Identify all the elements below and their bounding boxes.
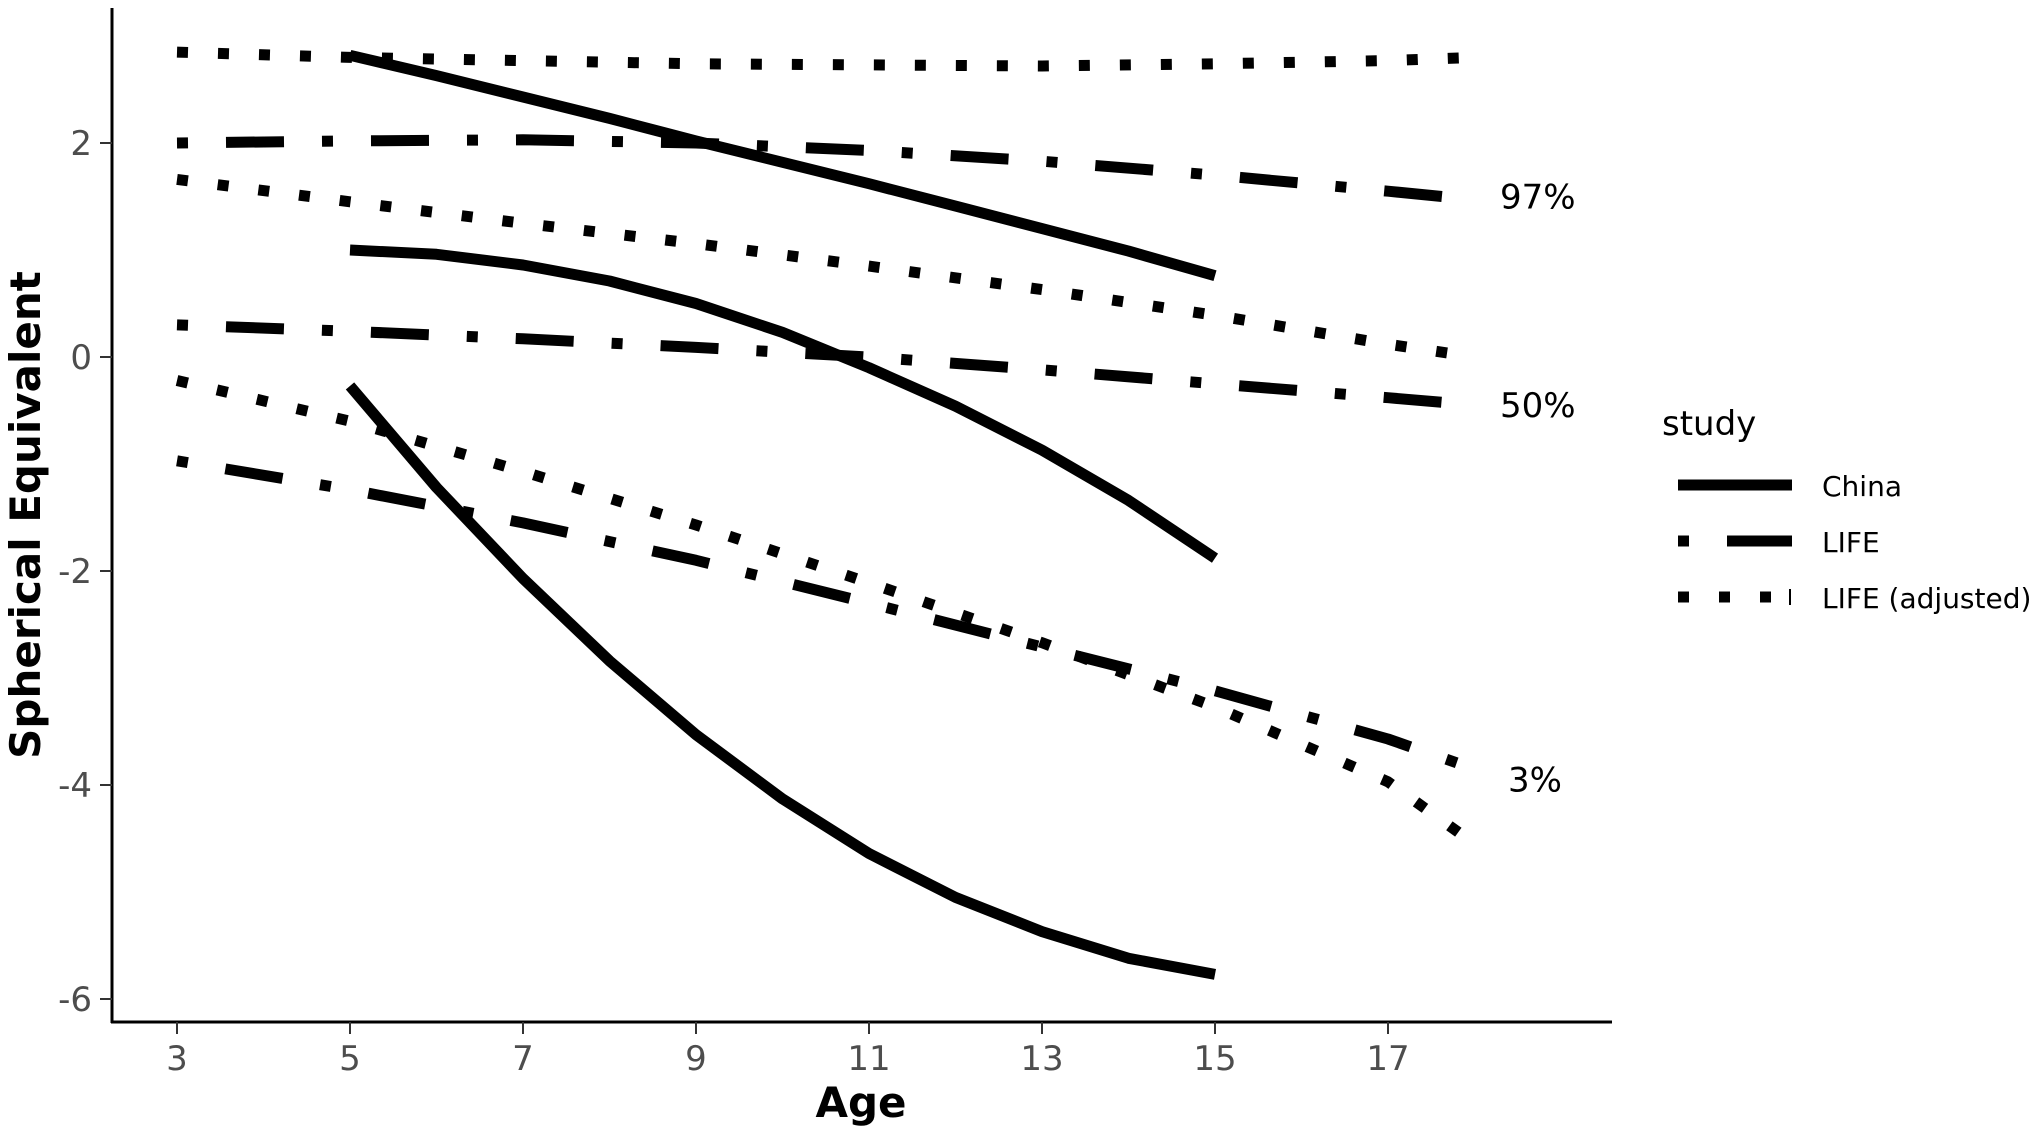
y-axis-title: Spherical Equivalent	[1, 271, 50, 759]
percentile-label-97pct: 97%	[1500, 178, 1576, 218]
y-tick-label: -6	[58, 980, 92, 1020]
legend-label-life-adjusted: LIFE (adjusted)	[1822, 582, 2031, 615]
legend-label-china: China	[1822, 470, 1902, 503]
y-tick-label: -4	[58, 766, 92, 806]
x-tick-label: 3	[166, 1039, 188, 1079]
percentile-label-3pct: 3%	[1508, 761, 1562, 801]
series-line-china-3	[345, 382, 1217, 980]
series-line-life-50	[176, 319, 1475, 411]
series-line-life-adjusted-50	[176, 173, 1476, 363]
x-tick-label: 7	[512, 1039, 534, 1079]
series-line-china-97	[348, 49, 1217, 281]
percentile-label-50pct: 50%	[1500, 386, 1576, 426]
legend-title: study	[1662, 404, 1756, 444]
x-axis-title: Age	[815, 1078, 906, 1127]
y-tick-label: 0	[70, 338, 92, 378]
y-tick-label: -2	[58, 552, 92, 592]
series-line-life-adjusted-3	[175, 375, 1478, 849]
x-tick-label: 5	[339, 1039, 361, 1079]
series-layer	[175, 46, 1478, 980]
x-tick-label: 13	[1020, 1039, 1063, 1079]
series-line-life-97	[176, 134, 1476, 206]
y-tick-label: 2	[70, 124, 92, 164]
legend-item-life: LIFE	[1678, 526, 1880, 559]
x-ticks: 3 5 7 9 11 13 15 17	[166, 1022, 1410, 1079]
series-line-life-adjusted-97	[176, 46, 1475, 72]
legend: study China LIFE LIFE (adjusted)	[1662, 404, 2031, 615]
legend-label-life: LIFE	[1822, 526, 1880, 559]
legend-item-china: China	[1678, 470, 1902, 503]
plot-area: 3 5 7 9 11 13 15 17 2 0 -2 -4 -6 97% 50% 3%	[58, 8, 1612, 1079]
series-line-china-50	[349, 244, 1219, 563]
percentile-labels: 97% 50% 3%	[1500, 178, 1576, 801]
x-tick-label: 9	[685, 1039, 707, 1079]
x-tick-label: 15	[1193, 1039, 1236, 1079]
x-tick-label: 17	[1366, 1039, 1409, 1079]
legend-item-life-adjusted: LIFE (adjusted)	[1678, 582, 2031, 615]
y-ticks: 2 0 -2 -4 -6	[58, 124, 112, 1020]
x-tick-label: 11	[847, 1039, 890, 1079]
series-line-life-3	[176, 455, 1477, 775]
